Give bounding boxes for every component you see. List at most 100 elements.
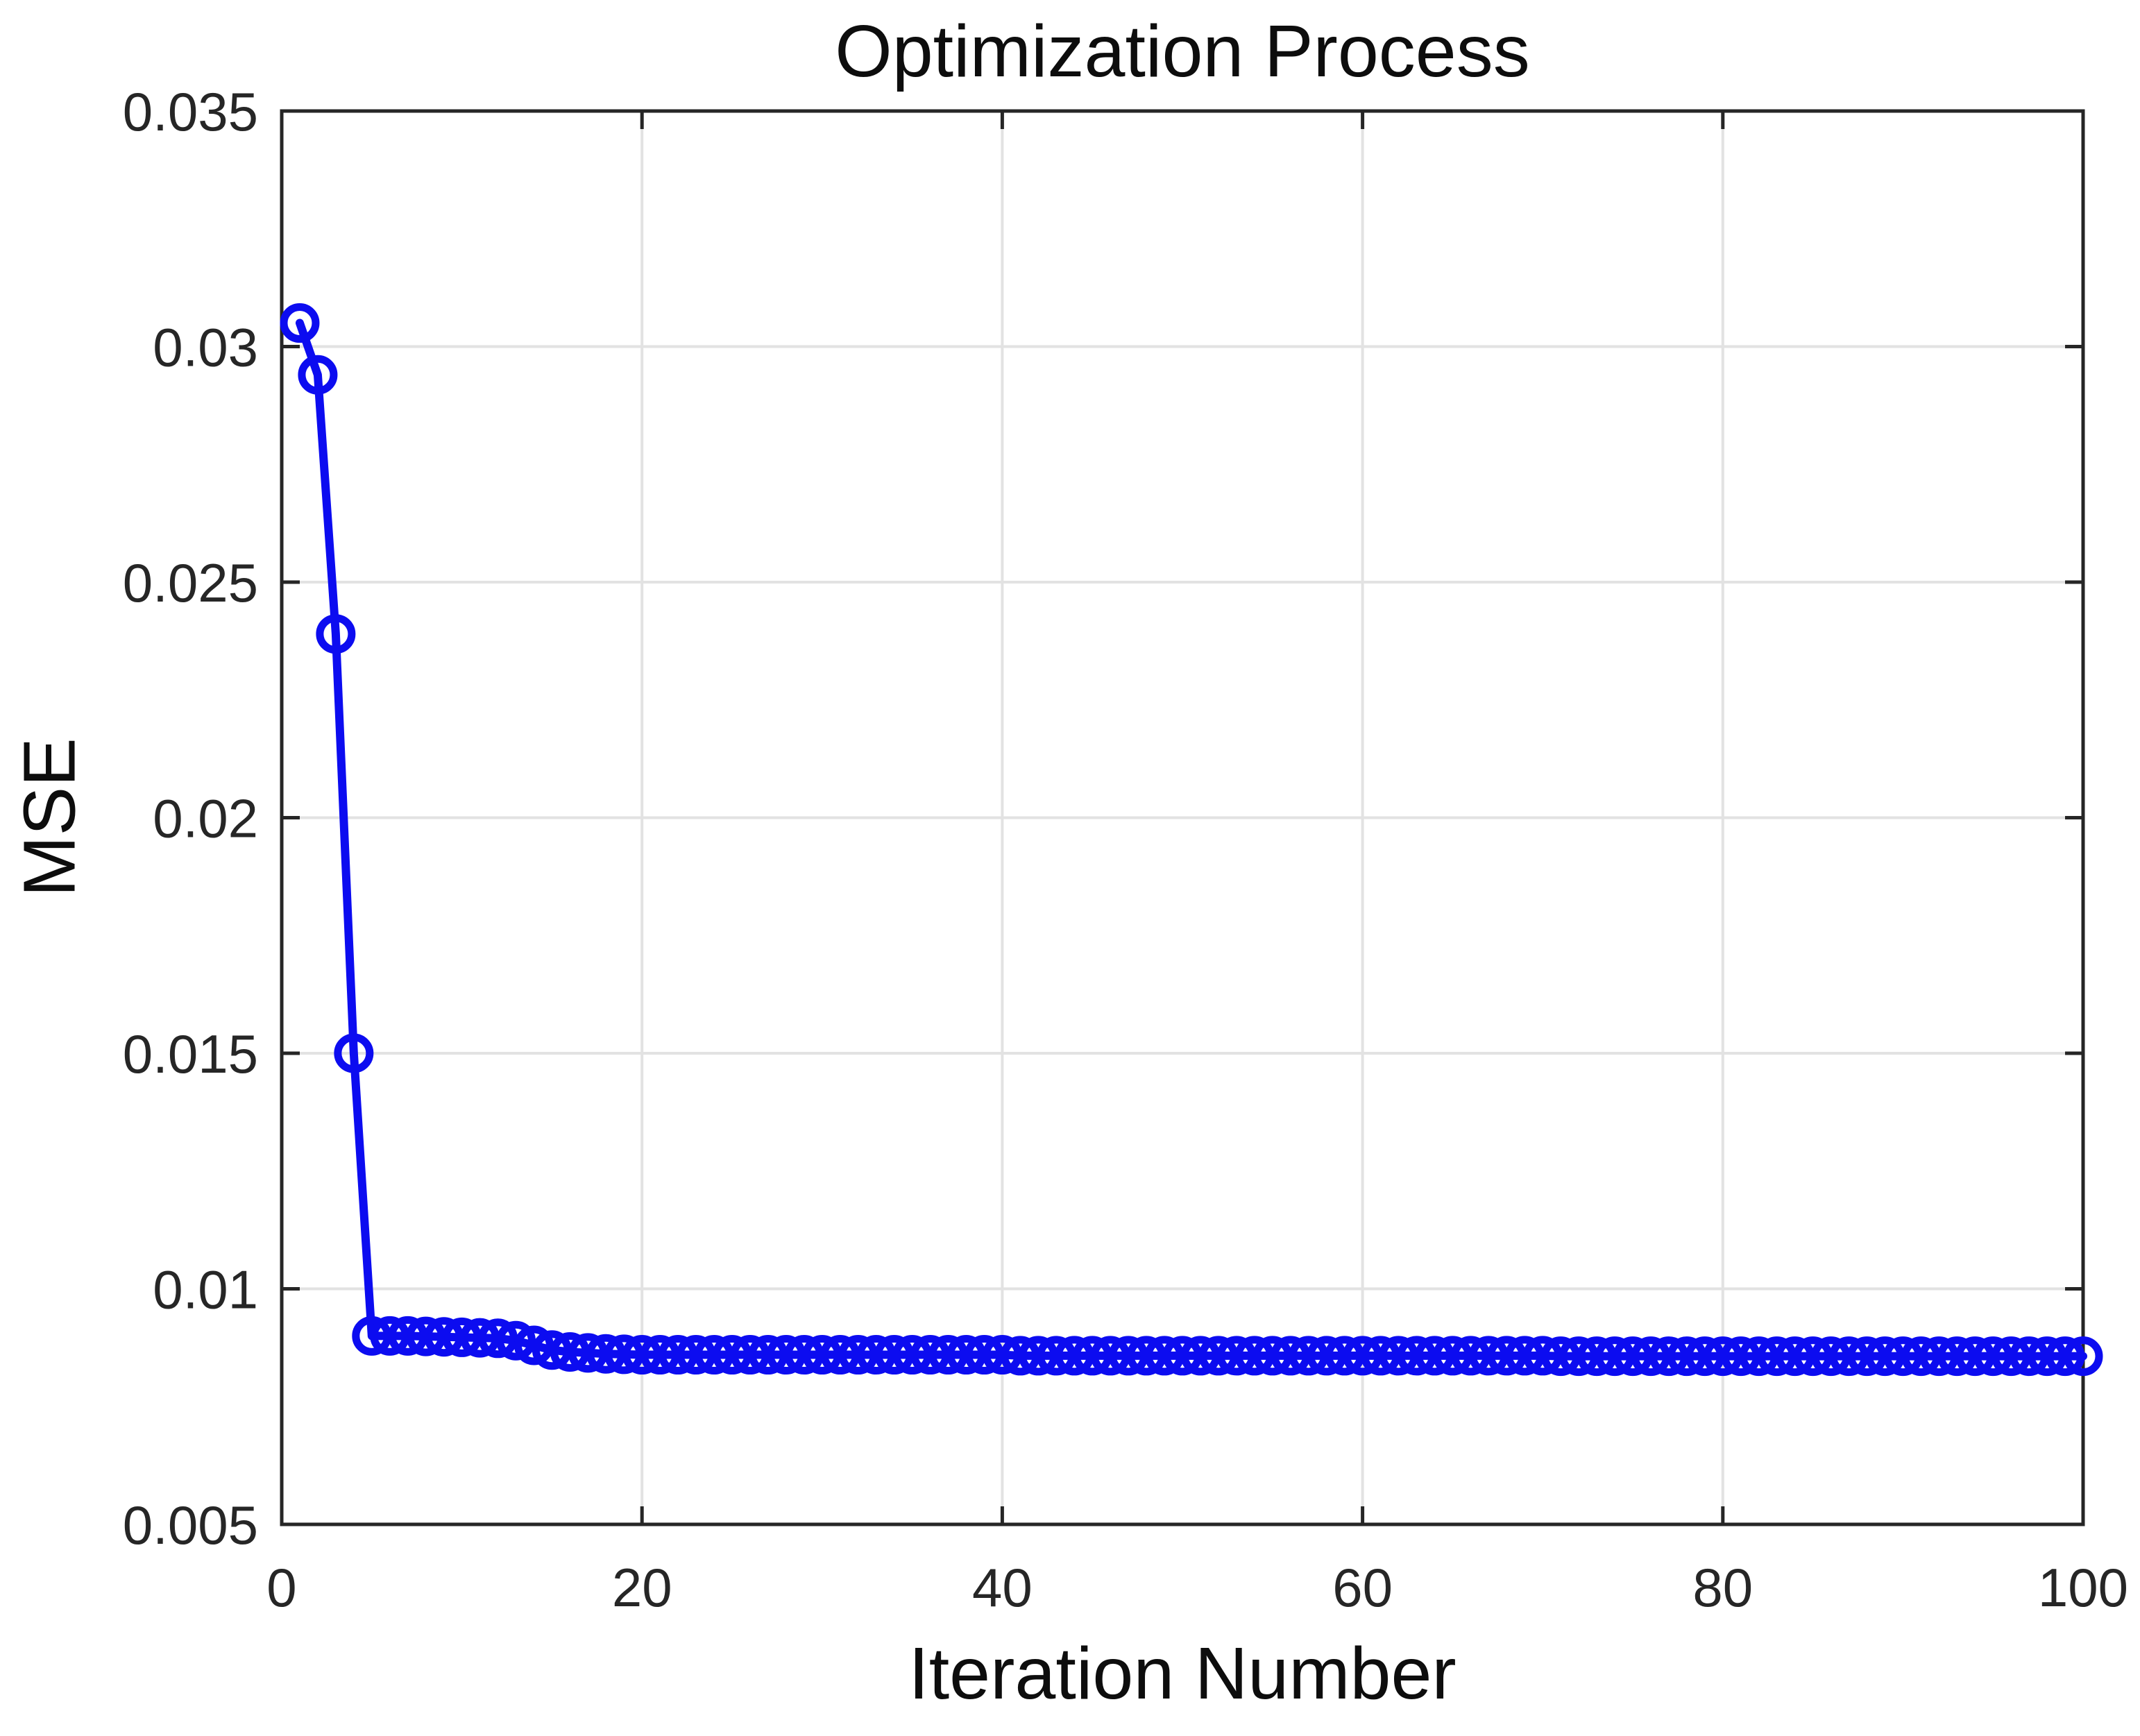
data-marker: [1667, 1336, 1707, 1377]
x-tick-label: 100: [2038, 1557, 2128, 1618]
data-marker: [1504, 1336, 1545, 1376]
data-marker: [1252, 1336, 1293, 1376]
data-marker: [622, 1335, 662, 1375]
data-marker: [1846, 1336, 1887, 1377]
data-marker: [766, 1335, 806, 1375]
data-marker: [1072, 1336, 1112, 1376]
data-marker: [1234, 1336, 1275, 1376]
data-marker: [1559, 1336, 1599, 1377]
data-marker: [1379, 1336, 1419, 1376]
data-marker: [388, 1316, 428, 1356]
data-marker: [694, 1335, 734, 1375]
data-marker: [1883, 1336, 1923, 1377]
data-marker: [1343, 1336, 1383, 1376]
y-tick-label: 0.015: [123, 1023, 258, 1084]
data-marker: [1721, 1336, 1761, 1377]
data-marker: [1396, 1336, 1436, 1376]
data-marker: [1036, 1336, 1076, 1376]
data-marker: [1468, 1336, 1509, 1376]
data-marker: [495, 1320, 536, 1361]
data-marker: [568, 1333, 608, 1373]
chart-title: Optimization Process: [835, 10, 1530, 92]
data-marker: [298, 355, 338, 395]
data-marker: [802, 1335, 842, 1375]
data-marker: [1144, 1336, 1184, 1376]
data-marker: [910, 1335, 951, 1375]
data-marker: [946, 1335, 986, 1375]
data-marker: [1198, 1336, 1239, 1376]
data-marker: [838, 1335, 878, 1375]
data-marker: [550, 1331, 590, 1372]
series-line: [295, 318, 2087, 1361]
data-marker: [1865, 1336, 1905, 1377]
data-marker: [874, 1335, 915, 1375]
data-marker: [1054, 1336, 1094, 1376]
data-marker: [334, 1033, 374, 1073]
y-tick-label: 0.02: [153, 788, 258, 849]
data-marker: [1271, 1336, 1311, 1376]
data-marker: [1739, 1336, 1779, 1377]
data-marker: [1090, 1336, 1130, 1376]
data-marker: [513, 1325, 554, 1365]
data-marker: [1180, 1336, 1221, 1376]
data-marker: [1486, 1336, 1527, 1376]
data-marker: [1307, 1336, 1347, 1376]
data-marker: [1811, 1336, 1851, 1377]
data-marker: [1649, 1336, 1689, 1377]
data-marker: [1829, 1336, 1869, 1377]
y-tick-label: 0.03: [153, 317, 258, 378]
data-marker: [2045, 1336, 2085, 1377]
data-marker: [1450, 1336, 1491, 1376]
x-axis-label: Iteration Number: [908, 1633, 1457, 1714]
data-marker: [1577, 1336, 1617, 1377]
data-marker: [748, 1335, 788, 1375]
data-marker: [856, 1335, 897, 1375]
data-marker: [1775, 1336, 1815, 1377]
data-marker: [982, 1335, 1022, 1375]
data-marker: [1000, 1336, 1040, 1376]
data-marker: [964, 1335, 1004, 1375]
data-marker: [1432, 1336, 1472, 1376]
axes-box: [280, 109, 2085, 1526]
data-marker: [1289, 1336, 1329, 1376]
data-marker: [280, 303, 320, 343]
data-marker: [1414, 1336, 1454, 1376]
data-marker: [658, 1335, 698, 1375]
data-marker: [2009, 1336, 2049, 1377]
data-marker: [586, 1334, 626, 1374]
data-marker: [1018, 1336, 1058, 1376]
data-marker: [1919, 1336, 1959, 1377]
y-tick-label: 0.035: [123, 81, 258, 142]
x-tick-label: 0: [266, 1557, 296, 1618]
data-marker: [1108, 1336, 1148, 1376]
data-marker: [676, 1335, 716, 1375]
data-marker: [928, 1335, 969, 1375]
data-marker: [1216, 1336, 1257, 1376]
data-marker: [1955, 1336, 1995, 1377]
data-marker: [1361, 1336, 1401, 1376]
data-marker: [892, 1335, 933, 1375]
data-marker: [712, 1335, 752, 1375]
data-marker: [604, 1334, 644, 1375]
data-marker: [1631, 1336, 1671, 1377]
data-marker: [730, 1335, 770, 1375]
data-marker: [1703, 1336, 1743, 1377]
y-axis-label: MSE: [8, 738, 91, 897]
data-marker: [1325, 1336, 1365, 1376]
y-tick-label: 0.01: [153, 1259, 258, 1320]
data-marker: [424, 1317, 464, 1357]
data-marker: [784, 1335, 824, 1375]
data-marker: [532, 1330, 572, 1370]
x-tick-label: 80: [1692, 1557, 1753, 1618]
data-marker: [352, 1316, 392, 1356]
data-marker: [2063, 1336, 2103, 1377]
data-marker: [1540, 1336, 1581, 1377]
data-marker: [460, 1318, 500, 1358]
data-marker: [1522, 1336, 1563, 1376]
data-marker: [1613, 1336, 1653, 1377]
y-tick-label: 0.005: [123, 1495, 258, 1556]
x-tick-label: 40: [972, 1557, 1033, 1618]
data-marker: [2027, 1336, 2067, 1377]
